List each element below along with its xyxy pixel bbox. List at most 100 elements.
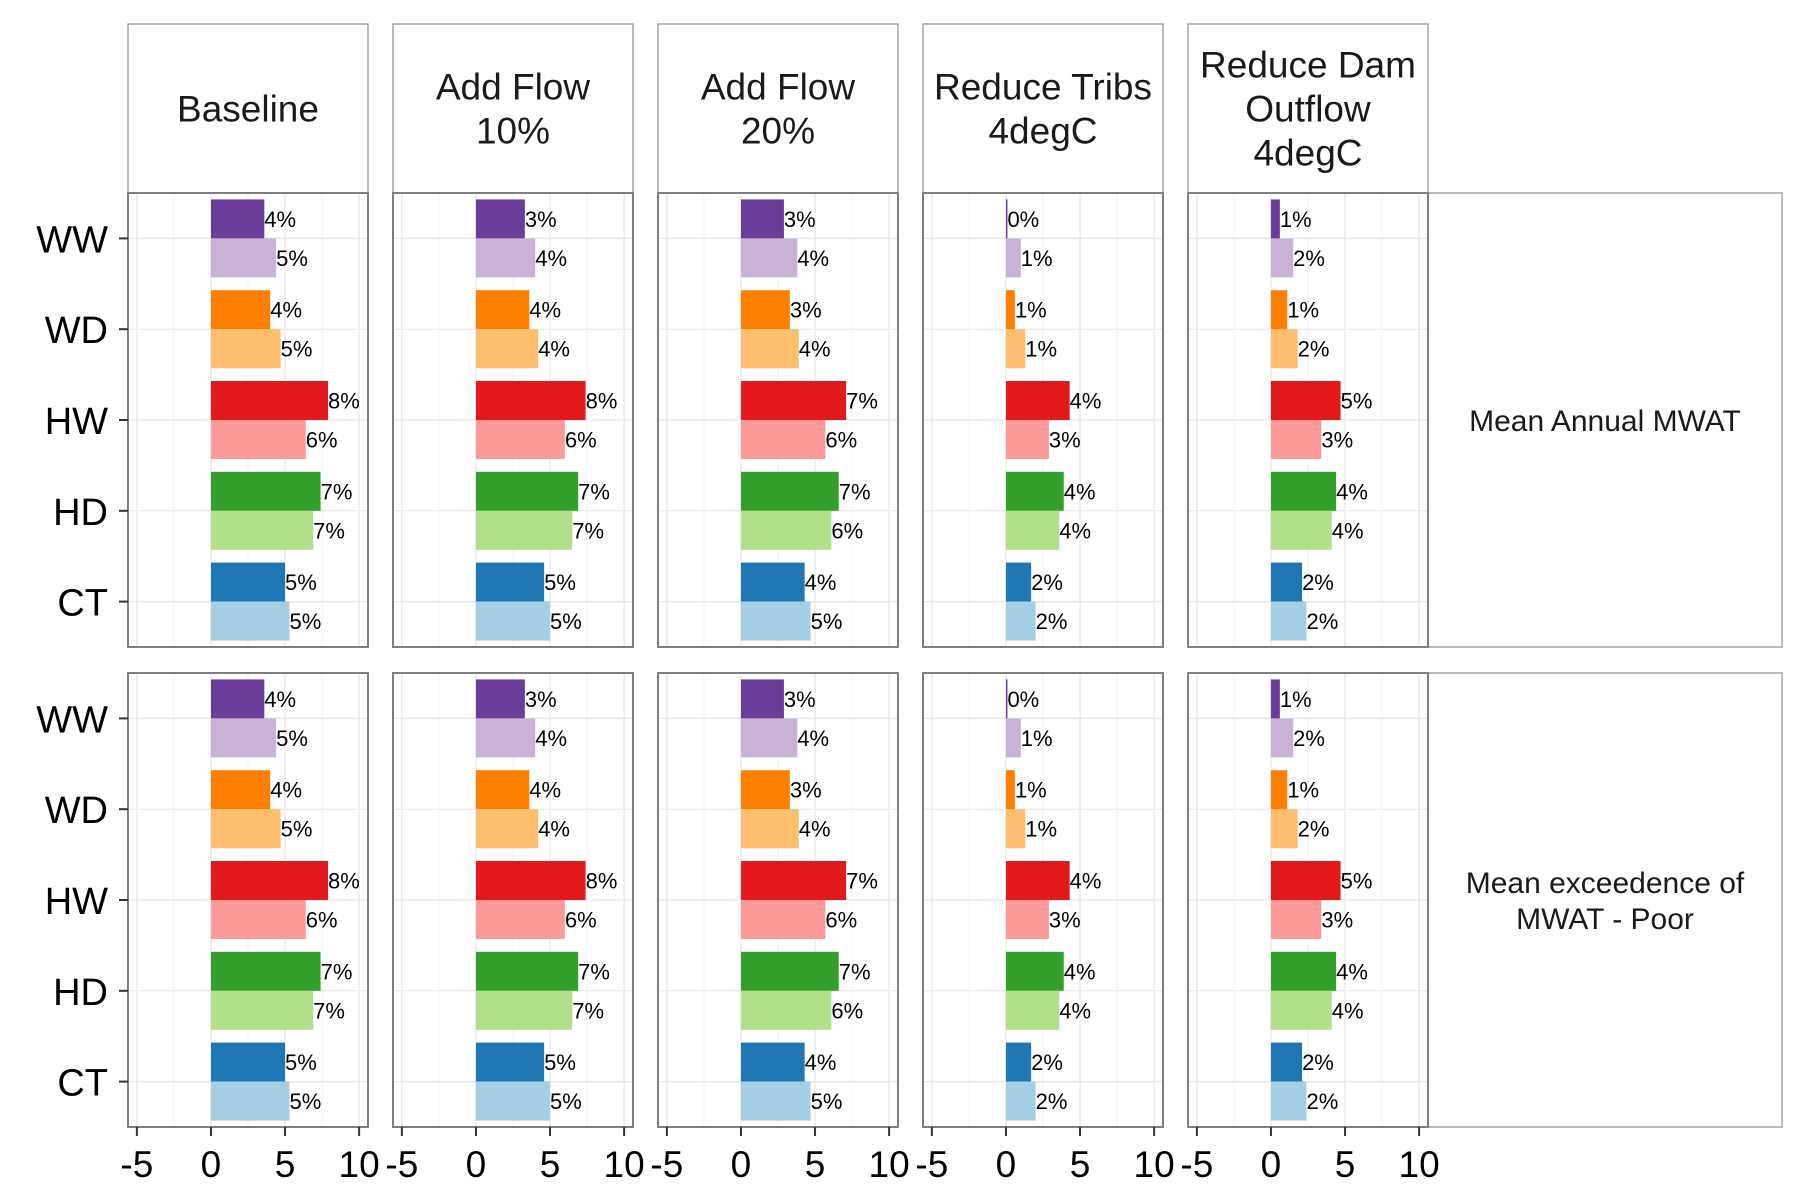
bar-label: 3% (1049, 428, 1081, 453)
bar-label: 5% (550, 1089, 582, 1114)
bar-hd-1 (740, 951, 839, 991)
bar-ct-2 (1270, 601, 1307, 641)
bar-label: 7% (839, 959, 871, 984)
bar-label: 0% (1007, 207, 1039, 232)
y-tick-label: HW (45, 401, 108, 443)
bar-label: 6% (565, 428, 597, 453)
bar-label: 7% (572, 518, 604, 543)
bar-label: 7% (572, 998, 604, 1023)
bar-ww-2 (475, 718, 536, 758)
bar-label: 4% (529, 778, 561, 803)
bar-wd-1 (210, 770, 271, 810)
bar-ww-2 (1270, 238, 1294, 278)
column-strip-box (392, 23, 634, 194)
x-tick-label: -5 (650, 1144, 683, 1185)
x-tick-label: 5 (1335, 1144, 1356, 1185)
bar-hw-1 (210, 381, 328, 420)
bar-label: 3% (1321, 428, 1353, 453)
x-tick-label: 5 (275, 1144, 296, 1185)
bar-ct-1 (475, 1042, 545, 1082)
bar-wd-2 (1005, 809, 1026, 849)
bar-wd-1 (1270, 770, 1288, 810)
bar-hd-1 (1270, 471, 1337, 511)
bar-label: 6% (306, 428, 338, 453)
panel-border (922, 192, 1164, 648)
bar-ww-1 (1005, 199, 1008, 239)
bar-ww-2 (1005, 238, 1021, 278)
panel-border (1187, 192, 1429, 648)
bar-hd-2 (1005, 990, 1060, 1030)
bar-label: 4% (1064, 959, 1096, 984)
panel-border (1187, 672, 1429, 1128)
bar-label: 4% (797, 246, 829, 271)
row-strip-label: Mean Annual MWAT (1469, 405, 1741, 438)
bar-label: 1% (1025, 337, 1057, 362)
bar-label: 2% (1036, 609, 1068, 634)
y-tick-label: HD (53, 972, 108, 1014)
bar-label: 5% (289, 609, 321, 634)
y-tick-label: CT (57, 583, 108, 625)
bar-label: 5% (289, 1089, 321, 1114)
bar-wd-2 (475, 809, 539, 849)
bar-label: 4% (264, 687, 296, 712)
bar-label: 2% (1031, 570, 1063, 595)
bar-hd-2 (740, 990, 832, 1030)
bar-label: 4% (538, 817, 570, 842)
bar-wd-2 (740, 329, 799, 369)
bar-ww-1 (475, 199, 525, 239)
bar-label: 8% (328, 389, 360, 414)
row-strip-label: Mean exceedence of MWAT - Poor (1466, 867, 1745, 936)
column-strip-label: Add Flow 20% (701, 67, 856, 152)
bar-label: 5% (544, 1050, 576, 1075)
x-tick-label: 10 (1399, 1144, 1440, 1185)
bar-ct-2 (210, 601, 290, 641)
bar-label: 7% (321, 959, 353, 984)
bar-label: 0% (1007, 687, 1039, 712)
bar-label: 1% (1015, 778, 1047, 803)
bar-label: 5% (276, 246, 308, 271)
bar-label: 4% (270, 778, 302, 803)
bar-wd-2 (1005, 329, 1026, 369)
bar-hd-1 (475, 951, 579, 991)
bar-label: 4% (1336, 959, 1368, 984)
bar-label: 7% (321, 479, 353, 504)
bar-ww-2 (740, 238, 798, 278)
bar-label: 6% (831, 998, 863, 1023)
panel-border (922, 672, 1164, 1128)
bar-label: 4% (264, 207, 296, 232)
column-strip-label: Add Flow 10% (436, 67, 591, 152)
bar-label: 4% (538, 337, 570, 362)
bar-wd-2 (210, 329, 281, 369)
column-strip-label: Baseline (177, 89, 319, 130)
bar-label: 4% (1059, 518, 1091, 543)
bar-label: 4% (1070, 389, 1102, 414)
bar-hw-2 (740, 900, 826, 939)
column-strip-box (657, 23, 899, 194)
row-strip-box (1427, 672, 1783, 1128)
x-tick-label: -5 (120, 1144, 153, 1185)
bar-label: 3% (525, 687, 557, 712)
bar-wd-1 (1270, 290, 1288, 330)
bar-label: 5% (811, 609, 843, 634)
bar-hd-2 (210, 990, 314, 1030)
bar-hd-2 (1270, 990, 1332, 1030)
bar-label: 4% (1332, 518, 1364, 543)
bar-ct-1 (740, 562, 805, 602)
bar-ww-2 (1005, 718, 1021, 758)
bar-label: 4% (1332, 998, 1364, 1023)
bar-label: 2% (1293, 246, 1325, 271)
bar-ww-1 (740, 679, 784, 719)
bar-hw-2 (210, 420, 306, 459)
bar-wd-1 (1005, 290, 1015, 330)
y-tick-label: HW (45, 881, 108, 923)
y-tick-label: WD (45, 310, 108, 352)
bar-hw-1 (1005, 381, 1070, 420)
bar-label: 4% (805, 1050, 837, 1075)
column-strip-box (127, 23, 369, 194)
x-tick-label: 0 (466, 1144, 487, 1185)
bar-label: 2% (1302, 570, 1334, 595)
bar-label: 8% (586, 869, 618, 894)
panel-border (392, 192, 634, 648)
bar-hw-2 (740, 420, 826, 459)
